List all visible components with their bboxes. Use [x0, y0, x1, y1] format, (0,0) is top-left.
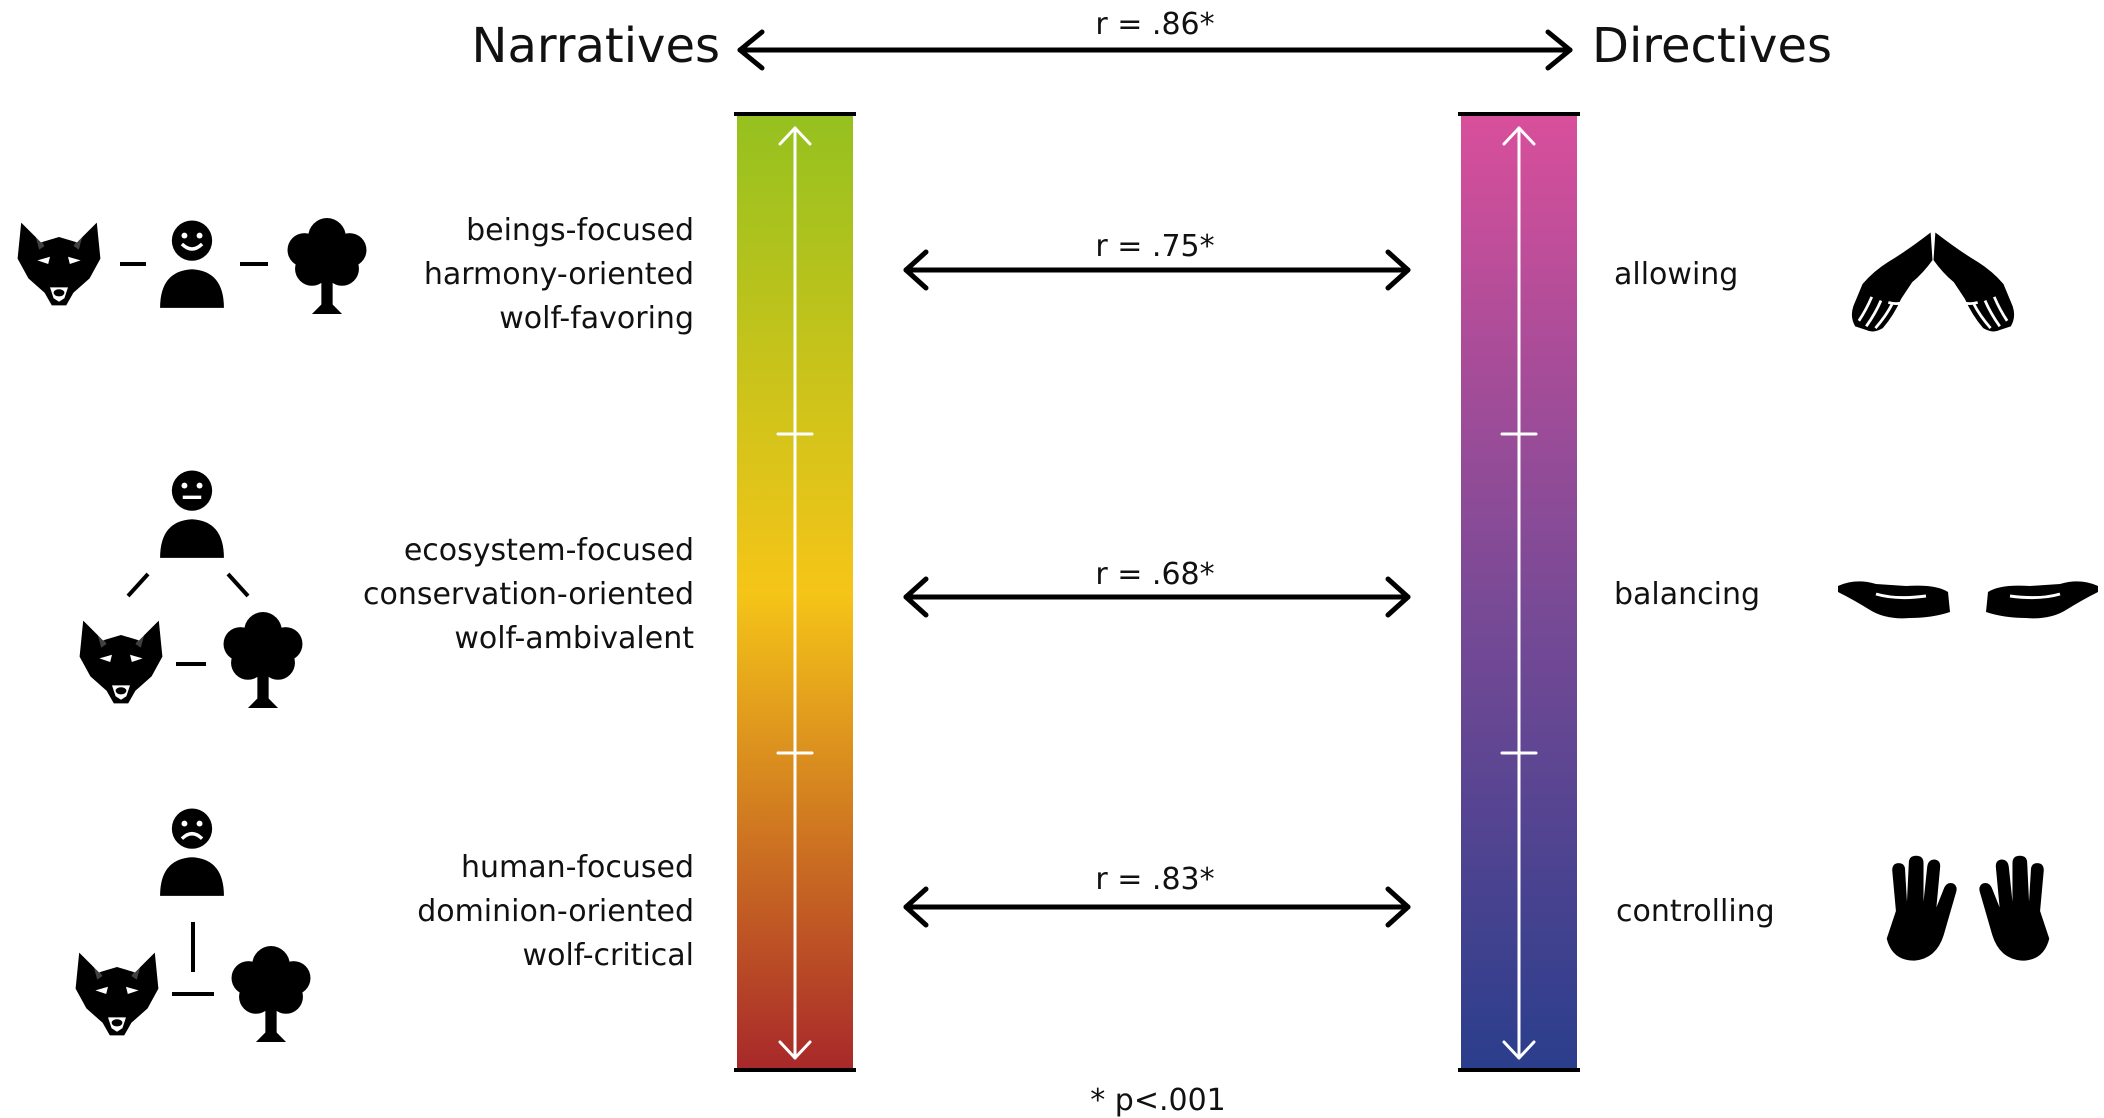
tree-icon — [287, 218, 367, 314]
controlling-hands-icon — [1886, 855, 2050, 961]
open-hands-icon — [1850, 231, 1934, 333]
beings-focused-icon-group — [17, 218, 367, 314]
narrative-label: conservation-oriented — [363, 577, 694, 612]
narrative-label: wolf-favoring — [499, 301, 694, 336]
top-correlation-arrow — [903, 249, 1411, 291]
directive-label-balancing: balancing — [1614, 577, 1760, 612]
narrative-bottom-labels: human-focused dominion-oriented wolf-cri… — [417, 850, 694, 973]
wolf-icon — [75, 952, 159, 1036]
narrative-label: human-focused — [461, 850, 694, 885]
middle-correlation-label: r = .68* — [1095, 557, 1214, 592]
human-focused-icon-group — [75, 806, 311, 1042]
narrative-middle-labels: ecosystem-focused conservation-oriented … — [363, 533, 694, 656]
narrative-label: beings-focused — [466, 213, 694, 248]
narrative-label: dominion-oriented — [417, 894, 694, 929]
allowing-hands-icon — [1850, 231, 2016, 333]
narratives-scale — [734, 112, 856, 1072]
footnote: * p<.001 — [1090, 1083, 1226, 1118]
level-hands-icon — [1836, 579, 1952, 620]
narrative-top-labels: beings-focused harmony-oriented wolf-fav… — [424, 213, 694, 336]
top-correlation-label: r = .75* — [1095, 229, 1214, 264]
tree-icon — [231, 946, 311, 1042]
overall-correlation-label: r = .86* — [1095, 7, 1214, 42]
directive-label-controlling: controlling — [1616, 894, 1775, 929]
narratives-header: Narratives — [472, 18, 720, 74]
bottom-correlation-label: r = .83* — [1095, 862, 1214, 897]
person-icon — [158, 218, 226, 310]
narrative-label: harmony-oriented — [424, 257, 694, 292]
narrative-label: ecosystem-focused — [404, 533, 694, 568]
directives-header: Directives — [1592, 18, 1832, 74]
balancing-hands-icon — [1836, 579, 2100, 620]
bottom-correlation-arrow — [903, 886, 1411, 928]
person-icon — [158, 806, 226, 898]
overall-correlation-arrow — [737, 29, 1573, 71]
person-icon — [158, 468, 226, 560]
narrative-label: wolf-ambivalent — [454, 621, 694, 656]
raised-hands-icon — [1886, 855, 1957, 961]
directives-scale — [1458, 112, 1580, 1072]
ecosystem-focused-icon-group — [79, 468, 303, 708]
directive-label-allowing: allowing — [1614, 257, 1738, 292]
middle-correlation-arrow — [903, 576, 1411, 618]
narrative-label: wolf-critical — [523, 938, 694, 973]
tree-icon — [223, 612, 303, 708]
wolf-icon — [17, 222, 101, 306]
wolf-icon — [79, 620, 163, 704]
